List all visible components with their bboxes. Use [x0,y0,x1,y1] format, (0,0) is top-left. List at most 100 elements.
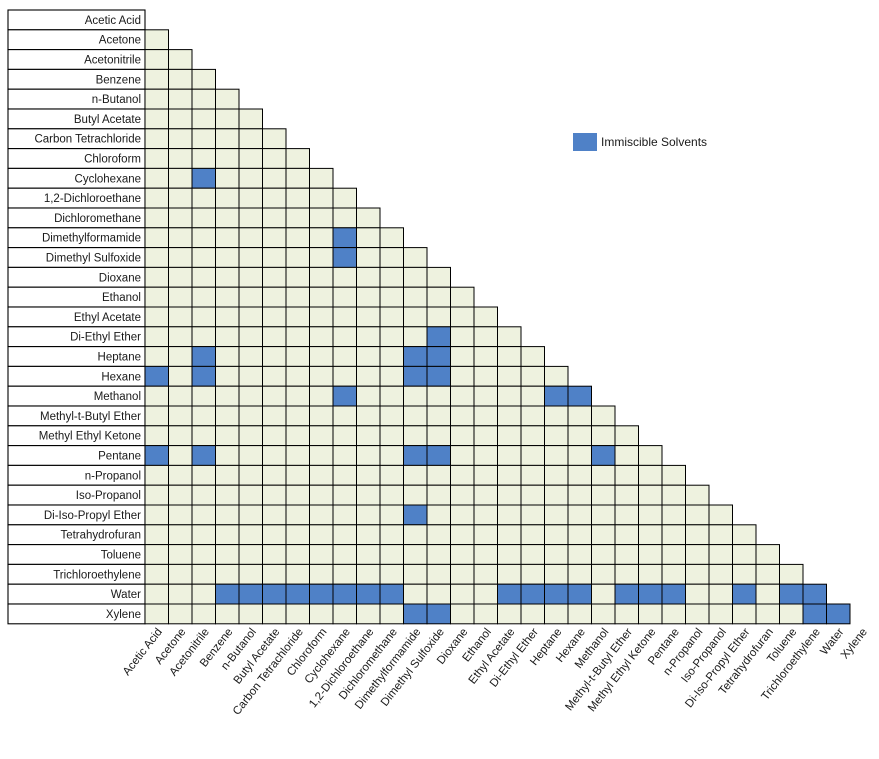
row-label-toluene: Toluene [101,550,141,562]
cell-miscible-trichloroethylene-x-pentane [661,563,686,585]
cell-miscible-di-ethyl-ether-x-ethanol [473,326,498,348]
cell-miscible-methyl-ethyl-ketone-x-hexane [567,425,592,447]
cell-miscible-pentane-x-chloroform [309,445,334,466]
cell-miscible-ethyl-acetate-x-benzene [215,306,240,328]
cell-immiscible-water-x-heptane [544,583,569,605]
cell-miscible-tetrahydrofuran-x-butyl-acetate [262,524,287,546]
cell-miscible-di-iso-propyl-ether-x-ethyl-acetate [497,504,522,526]
cell-miscible-pentane-x-acetone [168,445,193,466]
cell-miscible-tetrahydrofuran-x-chloroform [309,524,334,546]
cell-miscible-di-iso-propyl-ether-x-acetonitrile [191,504,216,526]
cell-miscible-ethyl-acetate-x-n-butanol [238,306,263,328]
cell-miscible-n-propanol-x-dioxane [450,464,475,486]
cell-miscible-ethyl-acetate-x-dimethylformamide [403,306,428,328]
cell-miscible-methyl-t-butyl-ether-x-n-butanol [238,405,263,427]
cell-miscible-di-ethyl-ether-x-carbon-tetrachloride [285,326,310,348]
cell-immiscible-xylene-x-water [826,603,851,625]
cell-miscible-toluene-x-n-propanol [685,544,710,565]
cell-miscible-xylene-x-ethyl-acetate [497,603,522,625]
cell-miscible-tetrahydrofuran-x-1-2-dichloroethane [356,524,381,546]
cell-miscible-trichloroethylene-x-1-2-dichloroethane [356,563,381,585]
cell-miscible-methanol-x-butyl-acetate [262,385,287,407]
cell-immiscible-hexane-x-acetic-acid [144,365,169,387]
cell-immiscible-water-x-toluene [779,583,804,605]
cell-immiscible-water-x-hexane [567,583,592,605]
cell-miscible-dichloromethane-x-acetic-acid [144,207,169,229]
miscibility-grid [144,29,851,625]
cell-immiscible-water-x-benzene [215,583,240,605]
cell-immiscible-heptane-x-dimethyl-sulfoxide [426,346,451,367]
cell-miscible-methyl-t-butyl-ether-x-dichloromethane [379,405,404,427]
cell-miscible-butyl-acetate-x-benzene [215,108,240,130]
cell-miscible-methyl-ethyl-ketone-x-acetone [168,425,193,447]
cell-miscible-ethyl-acetate-x-dichloromethane [379,306,404,328]
row-label-dimethylformamide: Dimethylformamide [42,233,141,245]
cell-miscible-methanol-x-1-2-dichloroethane [356,385,381,407]
cell-miscible-trichloroethylene-x-methanol [591,563,616,585]
cell-miscible-pentane-x-dioxane [450,445,475,466]
cell-miscible-methyl-ethyl-ketone-x-acetic-acid [144,425,169,447]
cell-miscible-1-2-dichloroethane-x-carbon-tetrachloride [285,187,310,209]
cell-miscible-heptane-x-butyl-acetate [262,346,287,367]
cell-miscible-iso-propanol-x-n-propanol [685,484,710,506]
cell-miscible-toluene-x-dioxane [450,544,475,565]
cell-miscible-methanol-x-ethyl-acetate [497,385,522,407]
cell-miscible-hexane-x-1-2-dichloroethane [356,365,381,387]
cell-immiscible-dimethylformamide-x-cyclohexane [332,227,357,249]
cell-miscible-trichloroethylene-x-ethyl-acetate [497,563,522,585]
cell-miscible-tetrahydrofuran-x-benzene [215,524,240,546]
cell-miscible-chloroform-x-n-butanol [238,148,263,169]
cell-miscible-di-iso-propyl-ether-x-n-butanol [238,504,263,526]
cell-miscible-pentane-x-heptane [544,445,569,466]
cell-miscible-methyl-t-butyl-ether-x-chloroform [309,405,334,427]
cell-miscible-dimethyl-sulfoxide-x-carbon-tetrachloride [285,247,310,268]
cell-miscible-hexane-x-butyl-acetate [262,365,287,387]
cell-miscible-di-iso-propyl-ether-x-1-2-dichloroethane [356,504,381,526]
cell-miscible-trichloroethylene-x-acetone [168,563,193,585]
cell-miscible-tetrahydrofuran-x-cyclohexane [332,524,357,546]
cell-immiscible-xylene-x-trichloroethylene [802,603,827,625]
cell-miscible-dimethyl-sulfoxide-x-dimethylformamide [403,247,428,268]
cell-immiscible-methanol-x-hexane [567,385,592,407]
cell-miscible-trichloroethylene-x-ethanol [473,563,498,585]
cell-miscible-methyl-ethyl-ketone-x-n-butanol [238,425,263,447]
cell-miscible-n-propanol-x-acetone [168,464,193,486]
cell-miscible-tetrahydrofuran-x-methyl-t-butyl-ether [614,524,639,546]
cell-miscible-pentane-x-cyclohexane [332,445,357,466]
cell-miscible-methanol-x-acetone [168,385,193,407]
cell-miscible-di-ethyl-ether-x-dioxane [450,326,475,348]
cell-miscible-pentane-x-1-2-dichloroethane [356,445,381,466]
cell-immiscible-di-iso-propyl-ether-x-dimethylformamide [403,504,428,526]
cell-miscible-methyl-ethyl-ketone-x-dioxane [450,425,475,447]
row-label-ethanol: Ethanol [102,292,141,304]
cell-miscible-methyl-t-butyl-ether-x-dioxane [450,405,475,427]
cell-miscible-methyl-ethyl-ketone-x-carbon-tetrachloride [285,425,310,447]
cell-miscible-toluene-x-iso-propanol [708,544,733,565]
cell-miscible-n-propanol-x-chloroform [309,464,334,486]
cell-miscible-xylene-x-methanol [591,603,616,625]
cell-miscible-di-iso-propyl-ether-x-heptane [544,504,569,526]
cell-miscible-dichloromethane-x-carbon-tetrachloride [285,207,310,229]
cell-miscible-pentane-x-methyl-ethyl-ketone [638,445,663,466]
cell-miscible-ethyl-acetate-x-dioxane [450,306,475,328]
cell-miscible-trichloroethylene-x-cyclohexane [332,563,357,585]
cell-miscible-tetrahydrofuran-x-ethyl-acetate [497,524,522,546]
cell-miscible-n-propanol-x-butyl-acetate [262,464,287,486]
cell-miscible-dimethylformamide-x-acetone [168,227,193,249]
cell-miscible-iso-propanol-x-acetonitrile [191,484,216,506]
cell-miscible-methanol-x-benzene [215,385,240,407]
cell-miscible-dimethyl-sulfoxide-x-acetic-acid [144,247,169,268]
cell-miscible-toluene-x-ethyl-acetate [497,544,522,565]
cell-miscible-ethanol-x-acetic-acid [144,286,169,308]
cell-miscible-trichloroethylene-x-dioxane [450,563,475,585]
cell-miscible-dichloromethane-x-acetonitrile [191,207,216,229]
cell-miscible-tetrahydrofuran-x-n-butanol [238,524,263,546]
cell-miscible-iso-propanol-x-chloroform [309,484,334,506]
cell-immiscible-cyclohexane-x-acetonitrile [191,167,216,189]
row-label-tetrahydrofuran: Tetrahydrofuran [60,530,141,542]
row-labels: Acetic Acid Acetone Acetonitrile Benzene n-B… [7,9,146,625]
cell-miscible-toluene-x-methanol [591,544,616,565]
row-label-trichloroethylene: Trichloroethylene [53,569,141,581]
cell-miscible-di-ethyl-ether-x-dimethylformamide [403,326,428,348]
